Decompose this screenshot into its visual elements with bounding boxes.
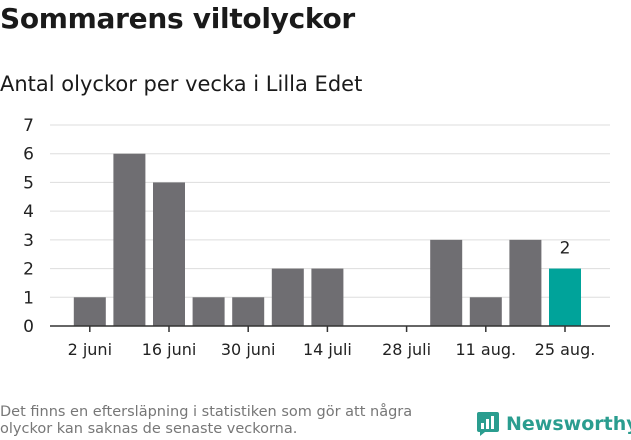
y-tick-label: 2 xyxy=(23,260,34,280)
y-tick-label: 1 xyxy=(23,288,34,308)
bar-25-aug- xyxy=(549,268,581,326)
chart-title: Sommarens viltolyckor xyxy=(0,2,355,35)
bar-9-juni xyxy=(113,153,146,326)
brand-name: Newsworthy xyxy=(506,413,631,435)
newsworthy-chart-logo-icon xyxy=(477,412,499,436)
y-tick-label: 6 xyxy=(23,145,34,165)
bar-18-aug- xyxy=(509,239,542,326)
x-tick-label: 16 juni xyxy=(142,340,197,359)
bar-4-aug- xyxy=(430,239,463,326)
x-tick-label: 14 juli xyxy=(303,340,352,359)
bar-23-juni xyxy=(192,297,225,326)
y-tick-label: 5 xyxy=(23,173,34,193)
bar-16-juni xyxy=(153,182,185,326)
brand-logo: Newsworthy xyxy=(476,408,631,440)
x-tick-label: 25 aug. xyxy=(535,340,596,359)
bar-14-juli xyxy=(311,268,344,326)
x-tick-label: 2 juni xyxy=(68,340,112,359)
y-tick-label: 7 xyxy=(23,116,34,136)
bar-chart: 0 1 2 3 4 5 6 7 2 juni 16 juni 30 juni 14 juli 28 ju… xyxy=(23,116,610,359)
x-tick-label: 28 juli xyxy=(382,340,431,359)
bar-7-juli xyxy=(271,268,304,326)
x-tick-label: 30 juni xyxy=(221,340,276,359)
x-tick-label: 11 aug. xyxy=(455,340,516,359)
footnote: Det finns en eftersläpning i statistiken… xyxy=(0,404,413,437)
bar-2-juni xyxy=(73,297,106,326)
data-label: 2 xyxy=(560,239,571,259)
y-tick-label: 3 xyxy=(23,231,34,251)
y-tick-label: 4 xyxy=(23,202,34,222)
y-tick-label: 0 xyxy=(23,317,34,337)
chart-subtitle: Antal olyckor per vecka i Lilla Edet xyxy=(0,72,363,96)
bar-11-aug- xyxy=(469,297,502,326)
bar-30-juni xyxy=(232,297,265,326)
